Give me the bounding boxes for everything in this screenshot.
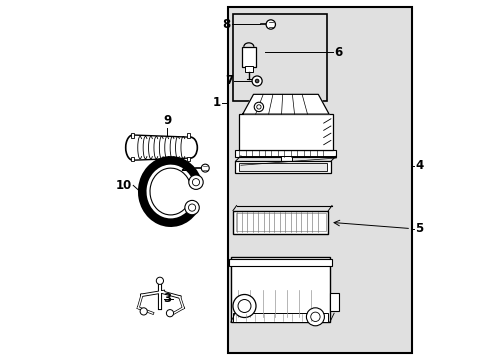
Text: 1: 1 [213,96,221,109]
Bar [232,313,327,322]
Circle shape [251,76,262,86]
Circle shape [256,105,261,109]
Circle shape [140,308,147,315]
Bar [131,133,134,138]
Bar [228,259,331,266]
Circle shape [156,277,163,284]
Bar [280,156,291,162]
Circle shape [192,179,199,186]
Circle shape [255,79,258,83]
Circle shape [201,164,209,172]
Circle shape [188,175,203,189]
Bar [131,157,134,161]
Circle shape [232,294,256,318]
Text: 2: 2 [180,161,188,174]
Bar [242,47,255,67]
Circle shape [310,312,320,321]
Bar [329,293,338,311]
Circle shape [254,102,263,112]
Bar [230,257,329,322]
Bar [244,66,253,72]
Text: 8: 8 [222,18,230,31]
Bar [186,157,189,161]
Text: 10: 10 [116,179,132,192]
Bar [232,211,328,234]
Circle shape [306,308,324,326]
Circle shape [265,20,275,29]
Bar [234,15,325,99]
Bar [186,133,189,138]
Text: 7: 7 [224,75,232,87]
Circle shape [184,201,199,215]
Bar [239,114,332,150]
Circle shape [238,300,250,312]
Bar [239,163,326,171]
Text: 4: 4 [415,159,423,172]
Circle shape [166,310,173,317]
Bar [235,213,325,231]
Text: 9: 9 [163,114,171,127]
Text: 5: 5 [415,222,423,235]
Bar [232,14,326,101]
Bar [235,161,330,173]
Bar [228,7,411,353]
Circle shape [188,204,195,211]
Polygon shape [242,94,328,114]
Text: 3: 3 [163,292,171,305]
Bar [235,150,336,157]
Text: 6: 6 [334,46,342,59]
